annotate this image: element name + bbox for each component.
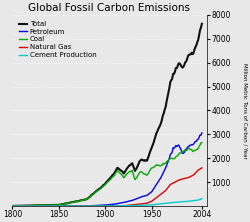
Coal xyxy=(35,204,38,207)
Line: Petroleum: Petroleum xyxy=(12,133,202,206)
Cement Production xyxy=(115,205,118,207)
Line: Natural Gas: Natural Gas xyxy=(12,168,202,206)
Total xyxy=(184,61,187,64)
Total xyxy=(130,163,133,165)
Cement Production xyxy=(184,200,187,203)
Coal xyxy=(11,205,14,207)
Natural Gas xyxy=(115,204,118,207)
Petroleum xyxy=(200,132,203,134)
Petroleum xyxy=(130,199,133,202)
Legend: Total, Petroleum, Coal, Natural Gas, Cement Production: Total, Petroleum, Coal, Natural Gas, Cem… xyxy=(18,20,97,59)
Text: Global Fossil Carbon Emissions: Global Fossil Carbon Emissions xyxy=(28,3,190,13)
Petroleum xyxy=(126,200,129,203)
Line: Cement Production: Cement Production xyxy=(12,199,202,206)
Natural Gas xyxy=(11,205,14,207)
Coal xyxy=(126,172,129,175)
Petroleum xyxy=(184,149,187,151)
Coal xyxy=(115,171,118,173)
Line: Total: Total xyxy=(12,24,202,206)
Total xyxy=(139,159,142,162)
Natural Gas xyxy=(184,177,187,180)
Coal xyxy=(200,141,203,144)
Coal xyxy=(184,149,187,152)
Natural Gas xyxy=(200,166,203,169)
Y-axis label: Million Metric Tons of Carbon / Year: Million Metric Tons of Carbon / Year xyxy=(242,63,247,158)
Cement Production xyxy=(11,205,14,207)
Cement Production xyxy=(200,197,203,200)
Petroleum xyxy=(11,205,14,207)
Total xyxy=(11,205,14,207)
Total xyxy=(200,22,203,25)
Petroleum xyxy=(115,202,118,205)
Total xyxy=(35,204,38,207)
Cement Production xyxy=(139,204,142,207)
Natural Gas xyxy=(130,204,133,206)
Natural Gas xyxy=(139,202,142,205)
Coal xyxy=(139,171,142,173)
Cement Production xyxy=(35,205,38,207)
Coal xyxy=(130,170,133,172)
Natural Gas xyxy=(126,204,129,207)
Natural Gas xyxy=(35,205,38,207)
Line: Coal: Coal xyxy=(12,143,202,206)
Cement Production xyxy=(126,204,129,207)
Total xyxy=(115,168,118,171)
Total xyxy=(126,166,129,169)
Petroleum xyxy=(139,196,142,198)
Cement Production xyxy=(130,204,133,207)
Petroleum xyxy=(35,205,38,207)
